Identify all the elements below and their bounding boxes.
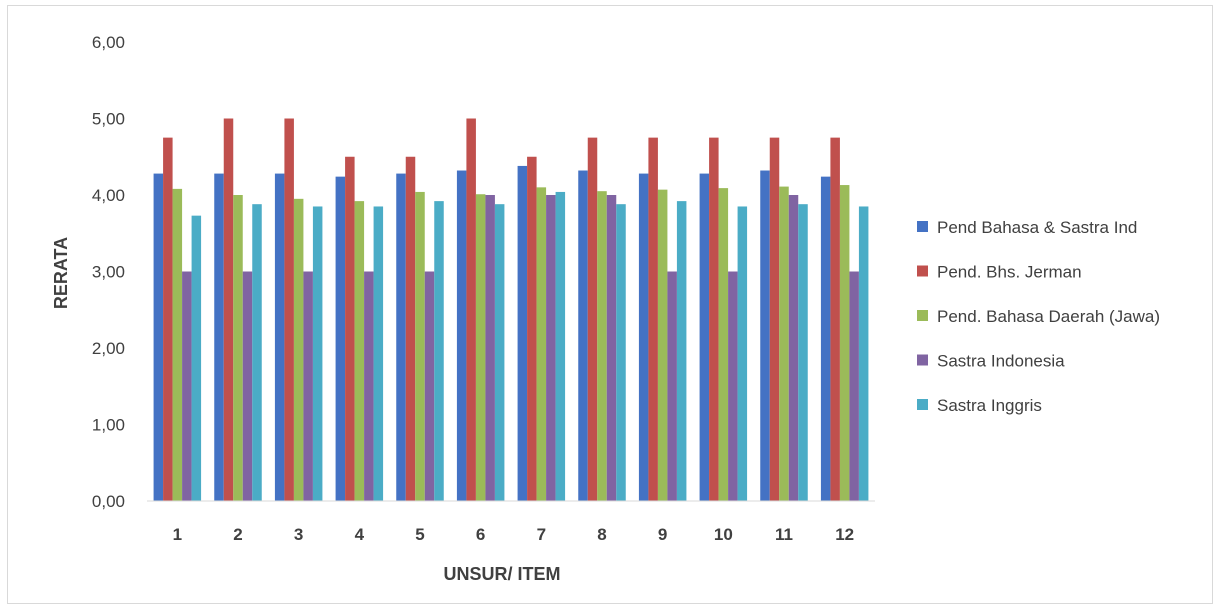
- legend-swatch: [917, 265, 928, 277]
- x-tick-label: 4: [355, 525, 365, 544]
- bar: [354, 201, 365, 501]
- bar: [769, 137, 780, 501]
- bar: [312, 206, 323, 501]
- x-tick-label: 3: [294, 525, 303, 544]
- bar: [485, 195, 495, 501]
- bar: [396, 173, 406, 501]
- bar: [676, 201, 687, 501]
- bar: [830, 137, 840, 501]
- bar: [858, 206, 869, 501]
- y-tick-label: 2,00: [92, 339, 125, 358]
- bar: [182, 271, 192, 501]
- bar: [616, 204, 626, 501]
- x-axis-ticks: 1 2 3 4 5 6 7 8 9 10 11 12: [173, 525, 855, 544]
- x-tick-label: 10: [714, 525, 733, 544]
- bar: [223, 118, 234, 501]
- bar: [536, 187, 547, 501]
- y-tick-label: 4,00: [92, 186, 125, 205]
- bar: [293, 198, 304, 501]
- legend-swatch: [917, 354, 928, 366]
- bar: [364, 271, 374, 501]
- bar: [546, 195, 556, 501]
- x-tick-label: 2: [233, 525, 242, 544]
- y-tick-label: 0,00: [92, 492, 125, 511]
- y-tick-label: 6,00: [92, 33, 125, 52]
- bar-series: [153, 118, 869, 502]
- legend-swatch: [917, 221, 928, 232]
- bar: [415, 191, 425, 501]
- bar: [606, 195, 617, 501]
- bar: [737, 206, 748, 501]
- x-tick-label: 11: [775, 525, 793, 544]
- legend-swatch: [917, 399, 928, 410]
- bar: [788, 195, 799, 501]
- bar: [718, 188, 729, 502]
- x-tick-label: 8: [597, 525, 606, 544]
- bar: [274, 173, 285, 501]
- bar: [456, 170, 467, 501]
- bar: [424, 271, 435, 501]
- legend-label: Pend. Bhs. Jerman: [937, 263, 1082, 282]
- bar: [153, 173, 164, 501]
- bar: [667, 271, 677, 501]
- legend-label: Sastra Indonesia: [937, 352, 1065, 371]
- y-axis-title: RERATA: [51, 237, 71, 309]
- y-tick-label: 1,00: [92, 416, 125, 435]
- bar: [517, 165, 528, 501]
- bar: [284, 118, 294, 501]
- bar: [335, 176, 346, 501]
- legend-label: Pend Bahasa & Sastra Ind: [937, 218, 1137, 237]
- bar: [648, 137, 658, 501]
- bar: [849, 271, 859, 501]
- x-tick-label: 1: [173, 525, 182, 544]
- bar: [163, 137, 173, 501]
- bar: [587, 137, 598, 501]
- bar: [434, 201, 444, 501]
- bar: [779, 186, 789, 501]
- legend-label: Pend. Bahasa Daerah (Jawa): [937, 307, 1160, 326]
- bar: [494, 204, 505, 501]
- bar: [214, 173, 224, 501]
- bar: [709, 137, 719, 501]
- x-tick-label: 6: [476, 525, 485, 544]
- bar: [373, 206, 384, 501]
- bar: [475, 194, 486, 502]
- bar: [172, 188, 183, 501]
- bar: [820, 176, 831, 501]
- bar: [638, 173, 649, 501]
- bar: [555, 191, 566, 501]
- x-tick-label: 9: [658, 525, 667, 544]
- x-tick-label: 7: [537, 525, 546, 544]
- y-tick-label: 3,00: [92, 263, 125, 282]
- bar: [466, 118, 476, 501]
- y-axis-ticks: 0,00 1,00 2,00 3,00 4,00 5,00 6,00: [92, 33, 125, 511]
- x-axis-title: UNSUR/ ITEM: [444, 564, 561, 584]
- bar: [345, 156, 355, 501]
- legend-swatch: [917, 310, 928, 321]
- bar: [657, 189, 668, 501]
- bar: [242, 271, 253, 501]
- legend: Pend Bahasa & Sastra Ind Pend. Bhs. Jerma…: [917, 218, 1160, 415]
- bar: [578, 170, 588, 501]
- y-tick-label: 5,00: [92, 110, 125, 129]
- bar: [760, 170, 770, 501]
- bar: [699, 173, 710, 501]
- bar: [303, 271, 313, 501]
- x-tick-label: 5: [415, 525, 424, 544]
- legend-label: Sastra Inggris: [937, 396, 1042, 415]
- bar: [839, 185, 850, 501]
- x-tick-label: 12: [835, 525, 854, 544]
- bar: [597, 191, 607, 502]
- bar: [728, 271, 738, 501]
- bar: [252, 204, 262, 501]
- bar: [798, 204, 808, 501]
- bar: [191, 215, 202, 501]
- bar: [527, 156, 537, 501]
- bar: [233, 195, 243, 501]
- bar: [405, 156, 416, 501]
